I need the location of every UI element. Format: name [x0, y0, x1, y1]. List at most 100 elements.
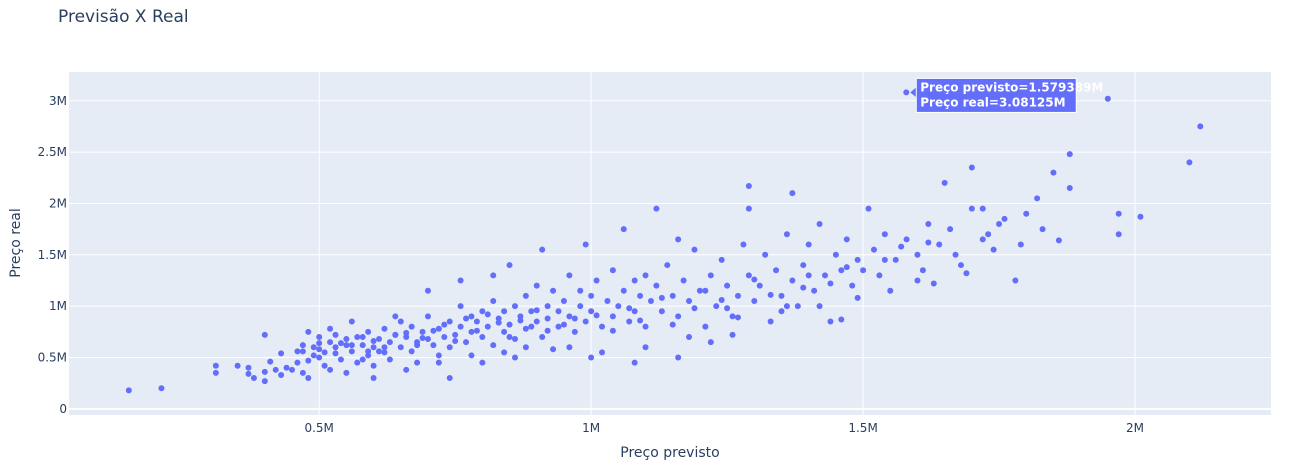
data-point[interactable] — [343, 336, 350, 343]
data-point[interactable] — [261, 368, 268, 375]
data-point[interactable] — [718, 256, 725, 263]
data-point[interactable] — [838, 267, 845, 274]
data-point[interactable] — [642, 272, 649, 279]
data-point[interactable] — [957, 262, 964, 269]
data-point[interactable] — [1197, 123, 1204, 130]
data-point[interactable] — [446, 344, 453, 351]
data-point[interactable] — [506, 321, 513, 328]
data-point[interactable] — [582, 241, 589, 248]
data-point[interactable] — [316, 340, 323, 347]
data-point[interactable] — [397, 344, 404, 351]
data-point[interactable] — [664, 262, 671, 269]
data-point[interactable] — [680, 277, 687, 284]
data-point[interactable] — [370, 338, 377, 345]
data-point[interactable] — [348, 342, 355, 349]
data-point[interactable] — [773, 267, 780, 274]
data-point[interactable] — [653, 205, 660, 212]
data-point[interactable] — [414, 359, 421, 366]
data-point[interactable] — [626, 305, 633, 312]
data-point[interactable] — [566, 313, 573, 320]
data-point[interactable] — [212, 369, 219, 376]
data-point[interactable] — [1034, 195, 1041, 202]
data-point[interactable] — [305, 328, 312, 335]
data-point[interactable] — [283, 364, 290, 371]
data-point[interactable] — [419, 334, 426, 341]
data-point[interactable] — [446, 375, 453, 382]
data-point[interactable] — [642, 344, 649, 351]
data-point[interactable] — [158, 385, 165, 392]
data-point[interactable] — [783, 231, 790, 238]
data-point[interactable] — [522, 292, 529, 299]
data-point[interactable] — [463, 339, 470, 346]
data-point[interactable] — [310, 352, 317, 359]
data-point[interactable] — [212, 362, 219, 369]
data-point[interactable] — [843, 236, 850, 243]
data-point[interactable] — [642, 323, 649, 330]
data-point[interactable] — [261, 331, 268, 338]
data-point[interactable] — [767, 291, 774, 298]
data-point[interactable] — [816, 303, 823, 310]
data-point[interactable] — [1066, 185, 1073, 192]
data-point[interactable] — [310, 344, 317, 351]
data-point[interactable] — [424, 287, 431, 294]
data-point[interactable] — [560, 321, 567, 328]
data-point[interactable] — [566, 272, 573, 279]
data-point[interactable] — [370, 344, 377, 351]
data-point[interactable] — [278, 371, 285, 378]
data-point[interactable] — [435, 359, 442, 366]
data-point[interactable] — [544, 327, 551, 334]
data-point[interactable] — [343, 342, 350, 349]
data-point[interactable] — [745, 182, 752, 189]
data-point[interactable] — [876, 272, 883, 279]
data-point[interactable] — [435, 325, 442, 332]
data-point[interactable] — [376, 348, 383, 355]
data-point[interactable] — [370, 375, 377, 382]
data-point[interactable] — [887, 287, 894, 294]
data-point[interactable] — [647, 298, 654, 305]
data-point[interactable] — [441, 321, 448, 328]
data-point[interactable] — [1186, 159, 1193, 166]
data-point[interactable] — [631, 277, 638, 284]
data-point[interactable] — [1066, 151, 1073, 158]
data-point[interactable] — [854, 294, 861, 301]
data-point[interactable] — [968, 205, 975, 212]
data-point[interactable] — [381, 349, 388, 356]
data-point[interactable] — [539, 246, 546, 253]
data-point[interactable] — [430, 327, 437, 334]
data-point[interactable] — [599, 349, 606, 356]
data-point[interactable] — [484, 311, 491, 318]
data-point[interactable] — [533, 318, 540, 325]
data-point[interactable] — [348, 318, 355, 325]
data-point[interactable] — [593, 277, 600, 284]
data-point[interactable] — [321, 349, 328, 356]
data-point[interactable] — [261, 378, 268, 385]
data-point[interactable] — [414, 342, 421, 349]
data-point[interactable] — [386, 339, 393, 346]
data-point[interactable] — [305, 357, 312, 364]
data-point[interactable] — [588, 292, 595, 299]
data-point[interactable] — [691, 305, 698, 312]
data-point[interactable] — [914, 251, 921, 258]
data-point[interactable] — [278, 350, 285, 357]
data-point[interactable] — [1115, 231, 1122, 238]
data-point[interactable] — [903, 236, 910, 243]
data-point[interactable] — [484, 323, 491, 330]
data-point[interactable] — [778, 292, 785, 299]
data-point[interactable] — [827, 318, 834, 325]
data-point[interactable] — [354, 333, 361, 340]
data-point[interactable] — [571, 315, 578, 322]
data-point[interactable] — [903, 89, 910, 96]
data-point[interactable] — [533, 282, 540, 289]
data-point[interactable] — [778, 308, 785, 315]
data-point[interactable] — [577, 287, 584, 294]
data-point[interactable] — [669, 292, 676, 299]
data-point[interactable] — [386, 356, 393, 363]
data-point[interactable] — [495, 315, 502, 322]
data-point[interactable] — [419, 328, 426, 335]
data-point[interactable] — [495, 319, 502, 326]
data-point[interactable] — [588, 308, 595, 315]
data-point[interactable] — [631, 359, 638, 366]
data-point[interactable] — [316, 333, 323, 340]
data-point[interactable] — [827, 280, 834, 287]
data-point[interactable] — [615, 303, 622, 310]
